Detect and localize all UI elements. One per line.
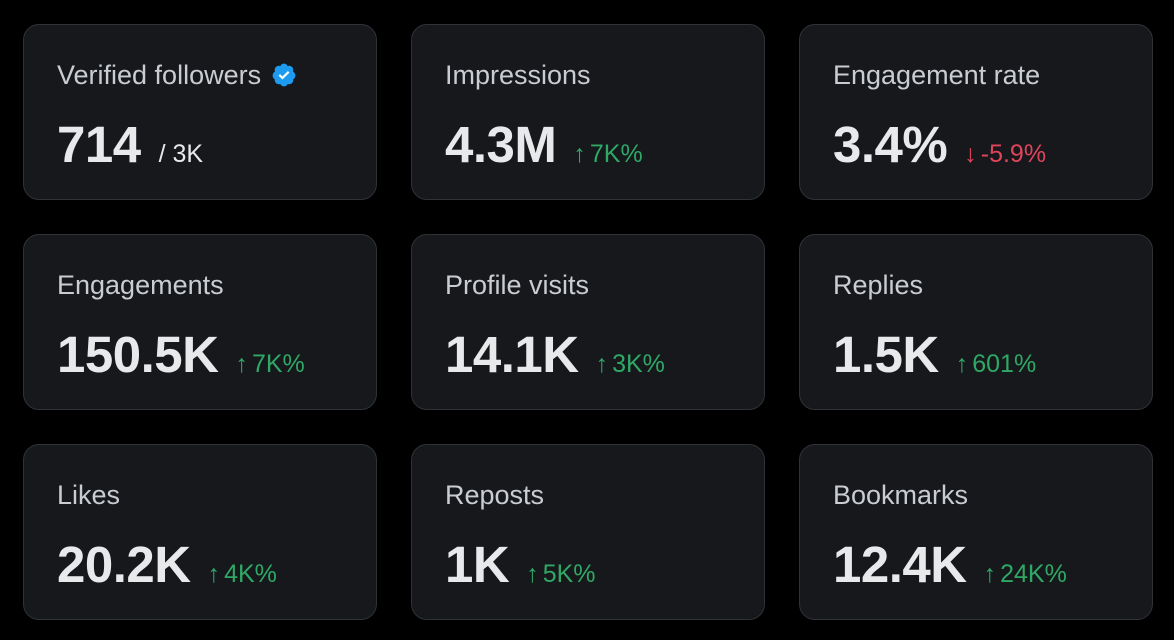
metric-label: Reposts xyxy=(445,480,545,510)
metric-value: 1.5K xyxy=(833,326,939,383)
metric-change: ↑ 24K% xyxy=(983,560,1067,588)
arrow-up-icon: ↑ xyxy=(207,560,221,588)
metric-value: 1K xyxy=(445,536,510,593)
metric-label: Profile visits xyxy=(445,270,590,300)
metric-change: ↑ 4K% xyxy=(207,560,277,588)
metric-change: ↑ 601% xyxy=(955,350,1037,378)
metric-value: 3.4% xyxy=(833,116,948,173)
metric-label: Verified followers xyxy=(57,60,262,90)
metric-value: 150.5K xyxy=(57,326,219,383)
arrow-up-icon: ↑ xyxy=(595,350,609,378)
metric-card-bookmarks[interactable]: Bookmarks 12.4K ↑ 24K% xyxy=(799,444,1153,620)
metric-change: ↑ 7K% xyxy=(235,350,305,378)
metric-label: Impressions xyxy=(445,60,591,90)
metric-card-reposts[interactable]: Reposts 1K ↑ 5K% xyxy=(411,444,765,620)
metric-card-profile-visits[interactable]: Profile visits 14.1K ↑ 3K% xyxy=(411,234,765,410)
metric-change: ↓ -5.9% xyxy=(964,140,1047,168)
metric-value: 20.2K xyxy=(57,536,191,593)
arrow-up-icon: ↑ xyxy=(573,140,586,168)
metric-label: Bookmarks xyxy=(833,480,969,510)
arrow-down-icon: ↓ xyxy=(964,140,977,168)
verified-badge-icon xyxy=(272,63,296,87)
arrow-up-icon: ↑ xyxy=(983,560,997,588)
metric-value: 14.1K xyxy=(445,326,579,383)
arrow-up-icon: ↑ xyxy=(235,350,248,378)
metric-card-engagements[interactable]: Engagements 150.5K ↑ 7K% xyxy=(23,234,377,410)
metric-label: Engagement rate xyxy=(833,60,1041,90)
metric-card-replies[interactable]: Replies 1.5K ↑ 601% xyxy=(799,234,1153,410)
metric-label: Likes xyxy=(57,480,121,510)
metric-change: ↑ 5K% xyxy=(526,560,596,588)
metric-label: Engagements xyxy=(57,270,224,300)
metric-card-impressions[interactable]: Impressions 4.3M ↑ 7K% xyxy=(411,24,765,200)
metric-value: 12.4K xyxy=(833,536,967,593)
arrow-up-icon: ↑ xyxy=(526,560,539,588)
metric-denominator: / 3K xyxy=(158,140,204,168)
metric-card-likes[interactable]: Likes 20.2K ↑ 4K% xyxy=(23,444,377,620)
metric-change: ↑ 3K% xyxy=(595,350,665,378)
metric-change: ↑ 7K% xyxy=(573,140,643,168)
metric-value: 714 xyxy=(57,116,141,173)
metric-card-engagement-rate[interactable]: Engagement rate 3.4% ↓ -5.9% xyxy=(799,24,1153,200)
arrow-up-icon: ↑ xyxy=(955,350,969,378)
metric-card-verified-followers[interactable]: Verified followers 714 / 3K xyxy=(23,24,377,200)
metric-label: Replies xyxy=(833,270,924,300)
metric-value: 4.3M xyxy=(445,116,557,173)
